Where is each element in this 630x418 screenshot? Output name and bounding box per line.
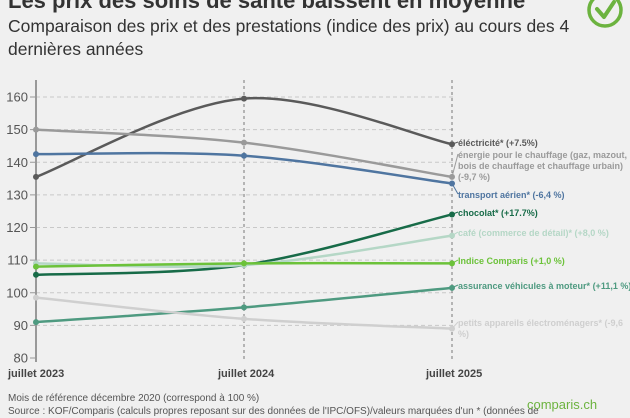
- data-point: [33, 319, 39, 326]
- label-connector: [451, 321, 459, 329]
- series-label: assurance véhicules à moteur* (+11,1 %): [458, 281, 630, 291]
- y-tick-label: 120: [6, 220, 28, 235]
- data-point: [33, 151, 39, 158]
- data-point: [33, 263, 39, 270]
- data-point: [33, 271, 39, 278]
- y-tick-label: 140: [6, 155, 28, 170]
- x-tick-label: juillet 2024: [217, 368, 275, 380]
- chart-subtitle: Comparaison des prix et des prestations …: [8, 16, 570, 59]
- series-label: Indice Comparis (+1,0 %): [458, 256, 565, 266]
- check-circle-icon: [587, 0, 623, 28]
- y-tick-label: 150: [6, 122, 28, 137]
- data-point: [241, 315, 247, 322]
- series-label: transport aérien* (-6,4 %): [458, 190, 565, 200]
- x-tick-label: juillet 2023: [7, 368, 64, 380]
- label-connector: [451, 259, 459, 264]
- data-point: [241, 260, 247, 267]
- y-tick-label: 160: [6, 90, 28, 105]
- label-connector: [451, 211, 459, 215]
- series-label: chocolat* (+17.7%): [458, 208, 538, 218]
- y-tick-label: 90: [14, 318, 28, 333]
- label-connector: [451, 231, 459, 237]
- data-point: [241, 152, 247, 159]
- x-tick-label: juillet 2025: [425, 368, 482, 380]
- series-label: petits appareils électroménagers* (-9,6: [458, 318, 623, 328]
- series-label: éléctricité* (+7.5%): [458, 138, 538, 148]
- series-label: bois de chauffage et chauffage urbain): [458, 161, 623, 171]
- data-point: [241, 139, 247, 146]
- label-connector: [451, 153, 459, 178]
- series-label: (-9,7 %): [458, 172, 490, 182]
- y-tick-label: 100: [6, 285, 28, 300]
- label-connector: [451, 183, 459, 195]
- data-point: [241, 304, 247, 311]
- label-connector: [451, 141, 459, 145]
- reference-note: Mois de référence décembre 2020 (corresp…: [8, 393, 260, 404]
- data-point: [241, 95, 247, 102]
- y-tick-label: 110: [7, 253, 28, 268]
- y-tick-label: 80: [14, 351, 28, 366]
- data-point: [33, 126, 39, 133]
- chart-footer: Mois de référence décembre 2020 (corresp…: [8, 392, 539, 418]
- comparis-logo: comparis.ch: [527, 397, 598, 412]
- data-point: [33, 173, 39, 180]
- data-point: [33, 294, 39, 301]
- series-label: café (commerce de détail)* (+8,0 %): [458, 228, 609, 238]
- label-connector: [451, 284, 459, 289]
- series-label: %): [458, 329, 469, 339]
- series-label: énergie pour le chauffage (gaz, mazout,: [458, 150, 627, 160]
- y-tick-label: 130: [6, 187, 28, 202]
- chart-title: Les prix des soins de santé baissent en …: [8, 0, 526, 13]
